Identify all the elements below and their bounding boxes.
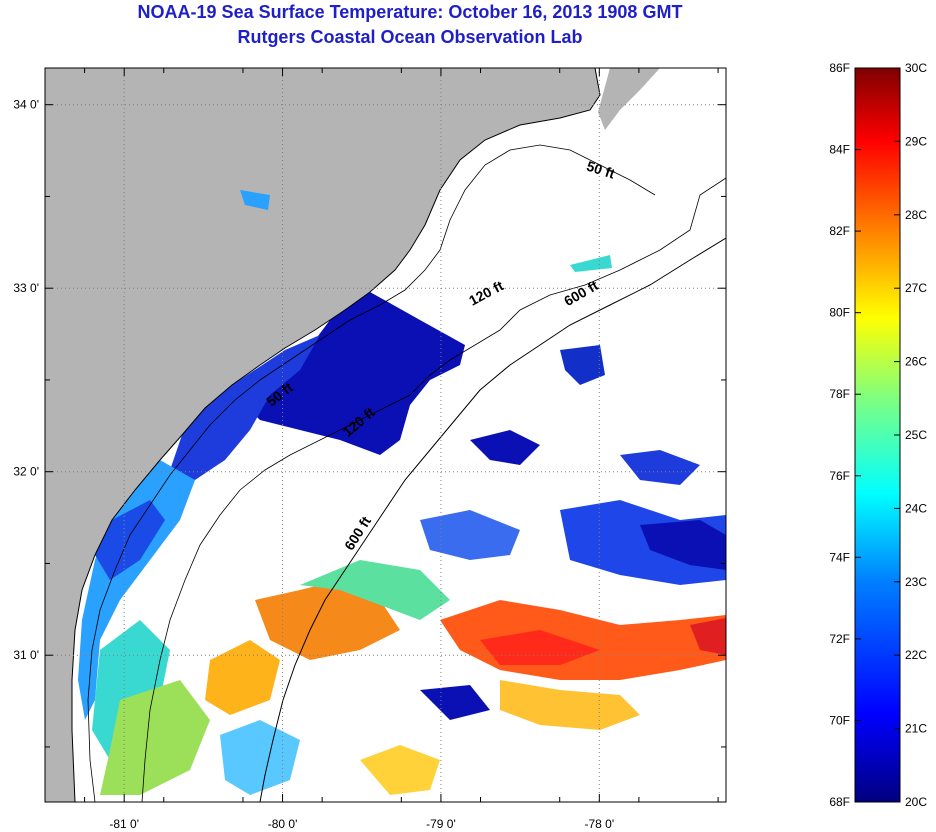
colorbar-c-label: 22C [905,648,927,662]
colorbar-f-label: 68F [829,795,850,809]
colorbar: 86F 84F 82F 80F 78F 76F 74F 72F 70F 68F 30C 29C 28C… [829,61,927,809]
land-northeast [598,68,660,130]
map-subtitle: Rutgers Coastal Ocean Observation Lab [237,27,583,47]
colorbar-c-label: 28C [905,208,927,222]
lon-tick-label: -78 0' [584,817,614,831]
map-border [44,67,727,803]
map-axes: -81 0' -80 0' -79 0' -78 0' 34 0' 33 0' 32 0' 3… [13,68,726,831]
contour-50ft [87,144,656,802]
colorbar-celsius-labels: 30C 29C 28C 27C 26C 25C 24C 23C 22C 21C 20C [894,61,927,809]
colorbar-fahrenheit-labels: 86F 84F 82F 80F 78F 76F 74F 72F 70F 68F [829,61,861,809]
lon-tick-label: -81 0' [109,817,139,831]
colorbar-c-label: 30C [905,61,927,75]
colorbar-f-label: 76F [829,469,850,483]
colorbar-gradient [854,67,901,803]
contour-120ft [141,177,726,802]
colorbar-c-label: 27C [905,281,927,295]
colorbar-f-label: 72F [829,632,850,646]
coastline [71,68,601,802]
lat-tick-label: 32 0' [13,465,39,479]
colorbar-c-label: 23C [905,575,927,589]
colorbar-c-label: 26C [905,355,927,369]
colorbar-f-label: 74F [829,550,850,564]
colorbar-f-label: 86F [829,61,850,75]
lat-tick-label: 33 0' [13,281,39,295]
colorbar-c-label: 21C [905,722,927,736]
colorbar-c-label: 29C [905,134,927,148]
colorbar-f-label: 80F [829,306,850,320]
colorbar-f-label: 84F [829,143,850,157]
colorbar-f-label: 70F [829,713,850,727]
land-mass [45,68,600,802]
lon-tick-label: -80 0' [268,817,298,831]
colorbar-f-label: 82F [829,224,850,238]
contour-600ft [259,237,726,802]
grid-lines [45,68,726,802]
map-title: NOAA-19 Sea Surface Temperature: October… [137,2,683,22]
colorbar-c-label: 24C [905,501,927,515]
lon-tick-label: -79 0' [426,817,456,831]
sst-overlay [78,190,726,795]
colorbar-c-label: 20C [905,795,927,809]
colorbar-c-label: 25C [905,428,927,442]
lat-tick-label: 34 0' [13,98,39,112]
lat-tick-label: 31 0' [13,648,39,662]
colorbar-f-label: 78F [829,387,850,401]
